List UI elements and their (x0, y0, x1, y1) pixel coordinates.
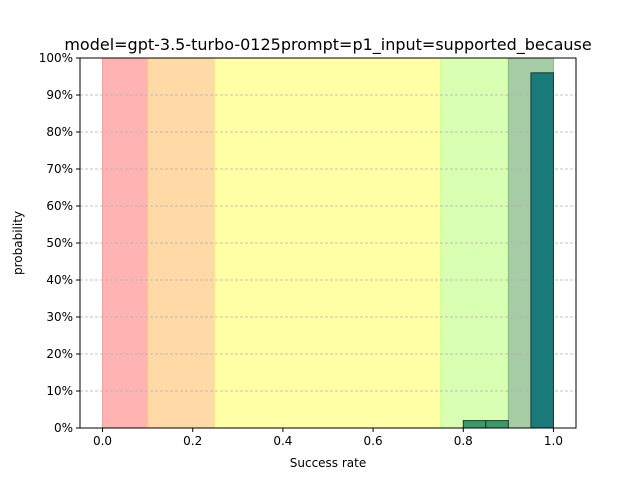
y-tick-label-2: 20% (46, 347, 73, 361)
y-tick-label-3: 30% (46, 310, 73, 324)
y-tick-label-5: 50% (46, 236, 73, 250)
bar-2 (530, 72, 554, 429)
x-tick-label-3: 0.6 (364, 434, 383, 448)
bar-0 (462, 420, 487, 429)
y-gridlines (80, 94, 576, 392)
x-tick-label-1: 0.2 (183, 434, 202, 448)
y-tick-label-9: 90% (46, 88, 73, 102)
y-tick-label-6: 60% (46, 199, 73, 213)
y-axis-ticks: 0% 10% 20% 30% 40% 50% 60% 70% 80% 90% 100% (39, 51, 80, 435)
x-tick-label-5: 1.0 (544, 434, 563, 448)
chart-title: model=gpt-3.5-turbo-0125prompt=p1_input=… (64, 35, 591, 55)
x-tick-label-0: 0.0 (93, 434, 112, 448)
x-axis-ticks: 0.0 0.2 0.4 0.6 0.8 1.0 (93, 428, 563, 448)
bar-1 (485, 420, 509, 429)
y-tick-label-10: 100% (39, 51, 73, 65)
y-tick-label-7: 70% (46, 162, 73, 176)
y-tick-label-1: 10% (46, 384, 73, 398)
y-tick-label-8: 80% (46, 125, 73, 139)
y-axis-label: probability (11, 211, 25, 275)
x-tick-label-4: 0.8 (454, 434, 473, 448)
y-tick-label-4: 40% (46, 273, 73, 287)
y-tick-label-0: 0% (54, 421, 73, 435)
x-tick-label-2: 0.4 (273, 434, 292, 448)
x-axis-label: Success rate (290, 456, 367, 470)
